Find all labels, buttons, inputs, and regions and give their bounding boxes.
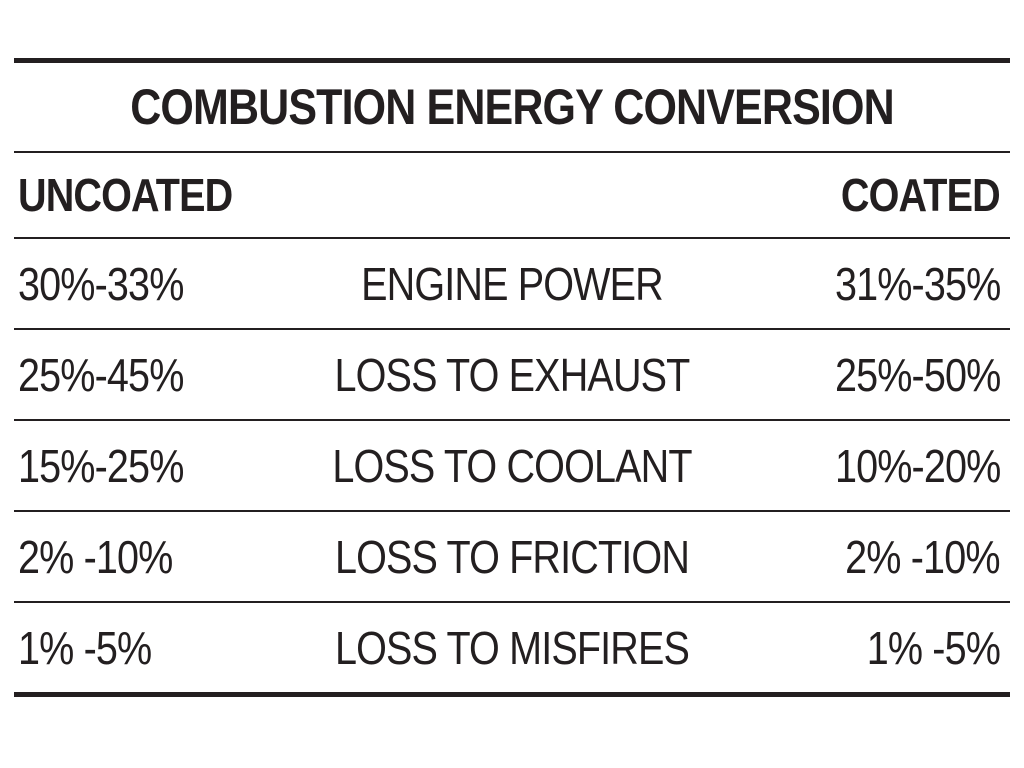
coated-value: 2% -10%	[845, 530, 1000, 583]
coated-value: 10%-20%	[834, 439, 1000, 492]
row-label: ENGINE POWER	[361, 257, 664, 310]
uncoated-value: 1% -5%	[18, 621, 152, 674]
table-row: 15%-25% LOSS TO COOLANT 10%-20%	[14, 421, 1010, 510]
coated-value: 31%-35%	[834, 257, 1000, 310]
uncoated-value: 30%-33%	[18, 257, 184, 310]
table-row: 1% -5% LOSS TO MISFIRES 1% -5%	[14, 603, 1010, 692]
uncoated-value: 25%-45%	[18, 348, 184, 401]
row-divider	[14, 419, 1010, 421]
row-label: LOSS TO MISFIRES	[334, 621, 690, 674]
table-row: 30%-33% ENGINE POWER 31%-35%	[14, 239, 1010, 328]
table-row: 2% -10% LOSS TO FRICTION 2% -10%	[14, 512, 1010, 601]
uncoated-value: 2% -10%	[18, 530, 173, 583]
coated-value: 25%-50%	[834, 348, 1000, 401]
coated-value: 1% -5%	[866, 621, 1001, 674]
title-divider	[14, 151, 1010, 153]
row-divider	[14, 601, 1010, 603]
top-rule	[14, 58, 1010, 63]
header-row: UNCOATED COATED	[14, 153, 1010, 237]
uncoated-value: 15%-25%	[18, 439, 184, 492]
row-divider	[14, 510, 1010, 512]
row-label: LOSS TO FRICTION	[334, 530, 690, 583]
bottom-rule	[14, 692, 1010, 697]
header-uncoated: UNCOATED	[18, 169, 233, 221]
table-title: COMBUSTION ENERGY CONVERSION	[130, 79, 894, 135]
energy-conversion-table: COMBUSTION ENERGY CONVERSION UNCOATED CO…	[14, 58, 1010, 697]
header-divider	[14, 237, 1010, 239]
row-divider	[14, 328, 1010, 330]
table-row: 25%-45% LOSS TO EXHAUST 25%-50%	[14, 330, 1010, 419]
header-coated: COATED	[841, 169, 1001, 221]
row-label: LOSS TO COOLANT	[332, 439, 692, 492]
row-label: LOSS TO EXHAUST	[334, 348, 691, 401]
